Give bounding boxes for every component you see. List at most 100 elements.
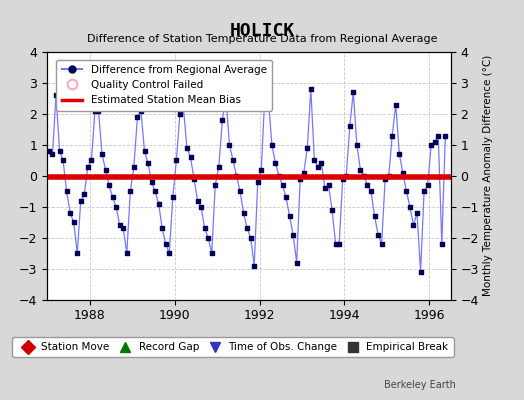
Point xyxy=(211,182,220,188)
Point xyxy=(158,225,166,232)
Point xyxy=(374,232,383,238)
Point xyxy=(335,241,343,247)
Point xyxy=(77,197,85,204)
Point xyxy=(406,204,414,210)
Point xyxy=(356,166,365,173)
Point xyxy=(307,86,315,92)
Point xyxy=(225,142,234,148)
Point xyxy=(165,250,173,256)
Point xyxy=(59,157,67,164)
Point xyxy=(94,108,103,114)
Point xyxy=(108,194,117,201)
Point xyxy=(303,145,311,151)
Point xyxy=(296,176,304,182)
Point xyxy=(324,182,333,188)
Point xyxy=(385,173,393,179)
Point xyxy=(229,157,237,164)
Point xyxy=(172,157,181,164)
Point xyxy=(292,259,301,266)
Point xyxy=(399,170,407,176)
Text: Difference of Station Temperature Data from Regional Average: Difference of Station Temperature Data f… xyxy=(87,34,437,44)
Point xyxy=(271,160,280,167)
Legend: Station Move, Record Gap, Time of Obs. Change, Empirical Break: Station Move, Record Gap, Time of Obs. C… xyxy=(12,337,454,358)
Point xyxy=(260,92,269,98)
Point xyxy=(353,142,361,148)
Point xyxy=(151,188,159,194)
Point xyxy=(286,213,294,219)
Point xyxy=(278,182,287,188)
Point xyxy=(48,151,57,157)
Point xyxy=(370,213,379,219)
Point xyxy=(70,219,78,226)
Point xyxy=(66,210,74,216)
Point xyxy=(254,179,262,185)
Point xyxy=(381,176,389,182)
Point xyxy=(133,114,141,120)
Point xyxy=(441,132,450,139)
Point xyxy=(169,194,177,201)
Point xyxy=(197,204,205,210)
Point xyxy=(275,173,283,179)
Point xyxy=(310,157,319,164)
Point xyxy=(218,117,226,123)
Text: Berkeley Earth: Berkeley Earth xyxy=(384,380,456,390)
Point xyxy=(91,108,99,114)
Point xyxy=(321,185,329,192)
Point xyxy=(423,182,432,188)
Point xyxy=(161,241,170,247)
Point xyxy=(87,157,95,164)
Point xyxy=(101,166,110,173)
Text: HOLICK: HOLICK xyxy=(230,22,294,40)
Point xyxy=(282,194,290,201)
Point xyxy=(201,225,209,232)
Point xyxy=(179,104,188,111)
Point xyxy=(105,182,113,188)
Point xyxy=(98,151,106,157)
Point xyxy=(56,148,64,154)
Point xyxy=(137,108,145,114)
Point xyxy=(342,173,351,179)
Point xyxy=(328,207,336,213)
Point xyxy=(80,191,89,198)
Point xyxy=(155,200,163,207)
Point xyxy=(300,170,308,176)
Point xyxy=(388,132,397,139)
Point xyxy=(222,92,230,98)
Point xyxy=(52,92,60,98)
Point xyxy=(112,204,121,210)
Point xyxy=(289,232,297,238)
Point xyxy=(204,234,212,241)
Point xyxy=(84,163,92,170)
Point xyxy=(239,210,248,216)
Point xyxy=(314,163,322,170)
Y-axis label: Monthly Temperature Anomaly Difference (°C): Monthly Temperature Anomaly Difference (… xyxy=(483,55,493,296)
Point xyxy=(413,210,421,216)
Point xyxy=(339,176,347,182)
Point xyxy=(215,163,223,170)
Point xyxy=(130,163,138,170)
Point xyxy=(402,188,411,194)
Point xyxy=(73,250,81,256)
Point xyxy=(268,142,276,148)
Point xyxy=(346,123,354,130)
Point xyxy=(409,222,418,228)
Point xyxy=(123,250,131,256)
Point xyxy=(193,197,202,204)
Point xyxy=(431,138,439,145)
Point xyxy=(183,145,191,151)
Point xyxy=(187,154,195,160)
Point xyxy=(147,179,156,185)
Point xyxy=(427,142,435,148)
Point xyxy=(367,188,375,194)
Point xyxy=(317,160,325,167)
Point xyxy=(377,241,386,247)
Point xyxy=(140,148,149,154)
Point xyxy=(176,111,184,117)
Point xyxy=(115,222,124,228)
Point xyxy=(62,188,71,194)
Point xyxy=(438,241,446,247)
Point xyxy=(236,188,244,194)
Point xyxy=(264,95,272,102)
Point xyxy=(391,102,400,108)
Point xyxy=(144,160,152,167)
